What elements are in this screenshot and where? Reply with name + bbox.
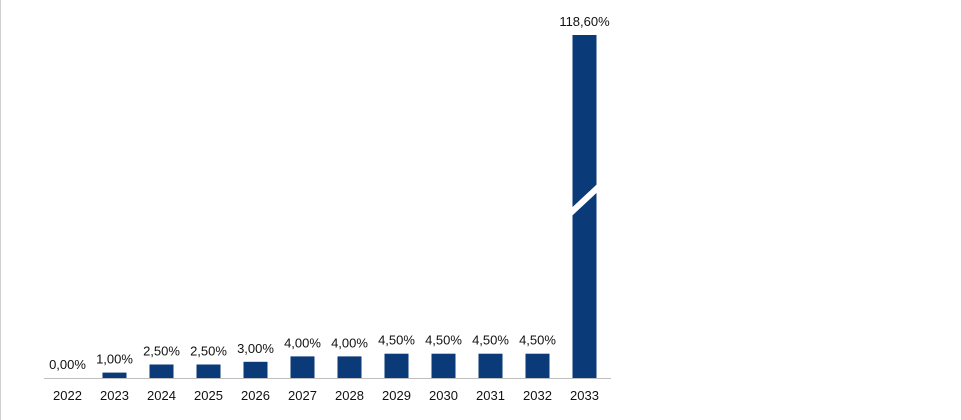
bar-2026 <box>243 361 268 378</box>
data-label-2029: 4,50% <box>378 333 415 348</box>
data-label-2022: 0,00% <box>49 357 86 372</box>
x-tick-label-2022: 2022 <box>53 388 82 403</box>
data-labels-layer: 0,00% 1,00% 2,50% 2,50% 3,00% 4,00% 4,00% 4,50%… <box>49 14 610 372</box>
x-tick-label-2028: 2028 <box>335 388 364 403</box>
x-tick-label-2023: 2023 <box>100 388 129 403</box>
data-label-2023: 1,00% <box>96 352 133 367</box>
x-tick-label-2031: 2031 <box>476 388 505 403</box>
data-label-2028: 4,00% <box>331 335 368 350</box>
data-label-2026: 3,00% <box>237 341 274 356</box>
x-tick-label-2029: 2029 <box>382 388 411 403</box>
data-label-2030: 4,50% <box>425 333 462 348</box>
bar-2023 <box>102 372 127 378</box>
data-label-2025: 2,50% <box>190 344 227 359</box>
data-label-2031: 4,50% <box>472 333 509 348</box>
data-label-2033: 118,60% <box>559 14 610 29</box>
axis-break-layer <box>567 183 602 217</box>
bar-2030 <box>431 353 456 378</box>
x-tick-label-2025: 2025 <box>194 388 223 403</box>
x-tick-label-2032: 2032 <box>523 388 552 403</box>
axis-break-mark <box>567 183 602 217</box>
bars-layer <box>102 35 597 378</box>
bar-2024 <box>149 364 174 378</box>
x-tick-label-2026: 2026 <box>241 388 270 403</box>
x-tick-label-2033: 2033 <box>570 388 599 403</box>
bar-2029 <box>384 353 409 378</box>
bar-2028 <box>337 356 362 378</box>
data-label-2024: 2,50% <box>143 344 180 359</box>
bar-2025 <box>196 364 221 378</box>
x-tick-label-2024: 2024 <box>147 388 176 403</box>
data-label-2032: 4,50% <box>519 333 556 348</box>
x-tick-label-2030: 2030 <box>429 388 458 403</box>
x-tick-label-2027: 2027 <box>288 388 317 403</box>
x-tick-labels-layer: 2022 2023 2024 2025 2026 2027 2028 2029 2030 2031… <box>53 388 599 403</box>
data-label-2027: 4,00% <box>284 335 321 350</box>
bar-2027 <box>290 356 315 378</box>
bar-2031 <box>478 353 503 378</box>
bar-2032 <box>525 353 550 378</box>
